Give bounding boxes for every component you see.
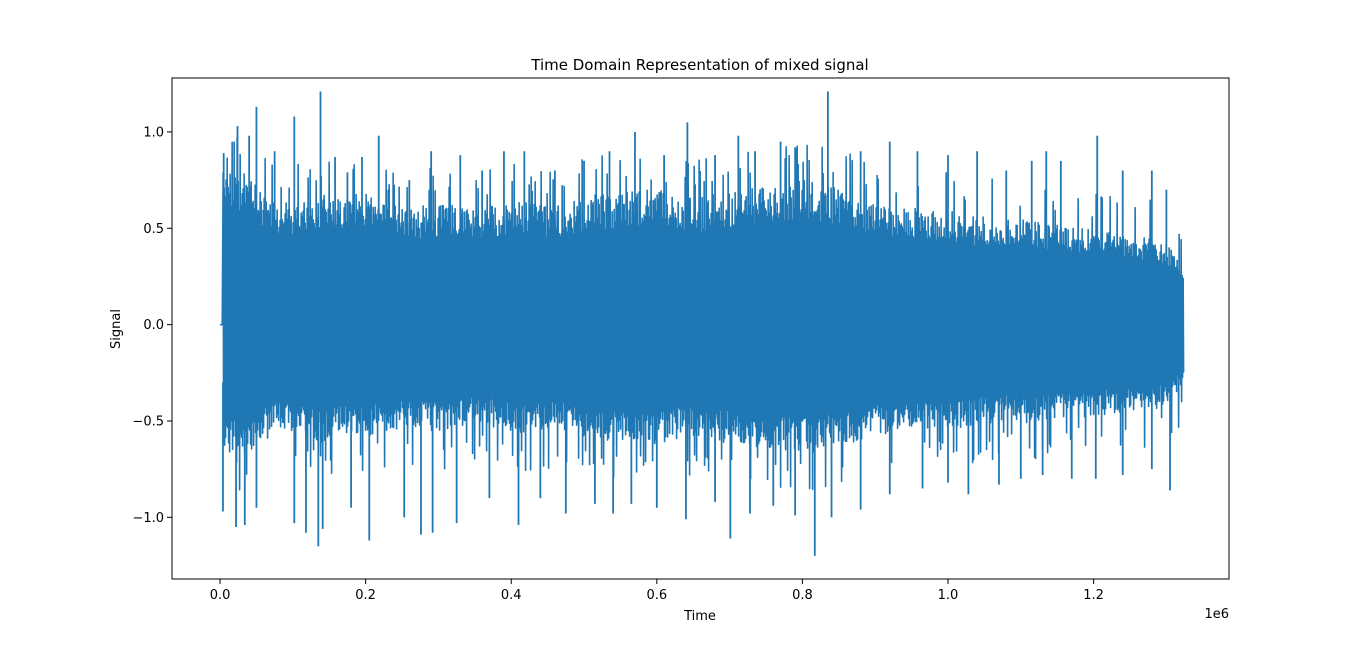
x-tick-label: 1.0 <box>938 588 959 603</box>
chart-title: Time Domain Representation of mixed sign… <box>530 56 868 74</box>
y-tick-label: 0.0 <box>143 318 164 333</box>
x-tick-label: 0.0 <box>210 588 231 603</box>
x-tick-label: 0.8 <box>792 588 813 603</box>
x-tick-label: 0.4 <box>501 588 522 603</box>
y-tick-label: −0.5 <box>132 414 164 429</box>
series-layer <box>220 91 1185 556</box>
x-tick-label: 0.2 <box>355 588 376 603</box>
x-axis-label: Time <box>683 609 716 624</box>
x-axis-offset-label: 1e6 <box>1204 607 1229 622</box>
y-tick-label: 1.0 <box>143 125 164 140</box>
x-tick-label: 0.6 <box>646 588 667 603</box>
y-tick-label: 0.5 <box>143 222 164 237</box>
y-axis: −1.0 −0.5 0.0 0.5 1.0 <box>132 125 172 526</box>
x-tick-label: 1.2 <box>1083 588 1104 603</box>
y-tick-label: −1.0 <box>132 511 164 526</box>
x-axis: 0.0 0.2 0.4 0.6 0.8 1.0 1.2 <box>210 579 1104 603</box>
signal-line <box>220 136 1185 491</box>
y-axis-label: Signal <box>109 309 124 349</box>
plot-frame <box>171 77 1230 580</box>
